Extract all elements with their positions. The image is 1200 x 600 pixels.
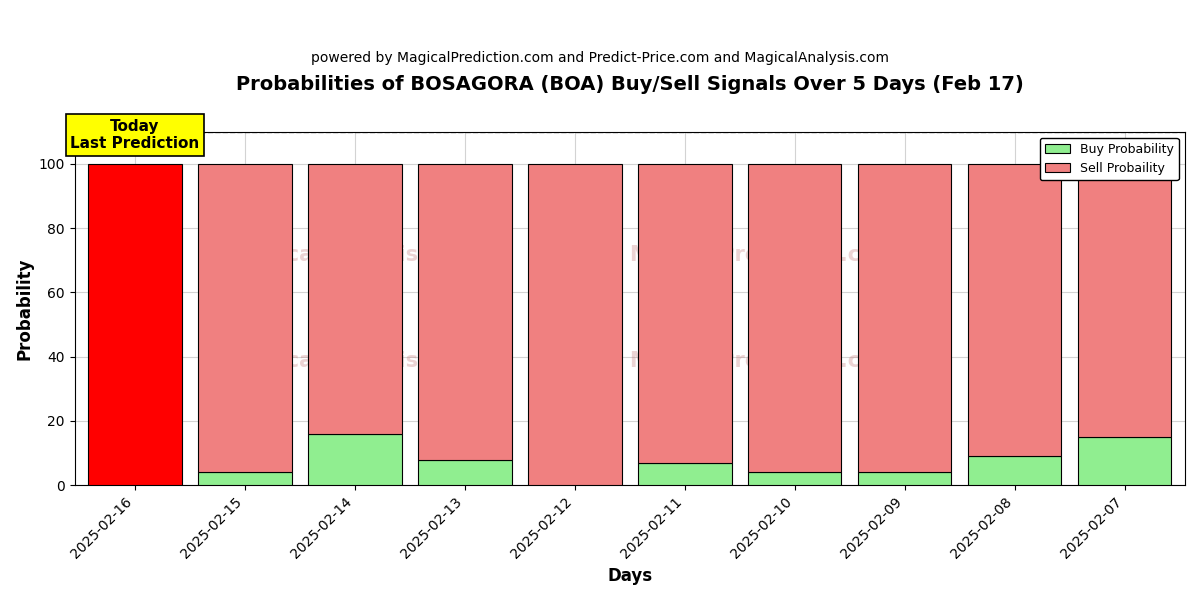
Bar [748,164,841,472]
Text: MagicalAnalysis.com: MagicalAnalysis.com [230,245,474,265]
Title: Probabilities of BOSAGORA (BOA) Buy/Sell Signals Over 5 Days (Feb 17): Probabilities of BOSAGORA (BOA) Buy/Sell… [236,75,1024,94]
Text: MagicalPrediction.com: MagicalPrediction.com [630,352,896,371]
Bar [638,164,732,463]
Bar [638,463,732,485]
Text: MagicalPrediction.com: MagicalPrediction.com [630,245,896,265]
Bar [308,164,402,434]
Bar [968,164,1061,457]
Bar [89,164,182,485]
Bar [528,164,622,485]
Y-axis label: Probability: Probability [16,257,34,360]
Bar [419,460,511,485]
Text: MagicalAnalysis.com: MagicalAnalysis.com [230,352,474,371]
Bar [198,164,292,472]
Bar [748,472,841,485]
Bar [858,164,952,472]
Bar [968,457,1061,485]
Bar [1078,164,1171,437]
Text: powered by MagicalPrediction.com and Predict-Price.com and MagicalAnalysis.com: powered by MagicalPrediction.com and Pre… [311,51,889,65]
Bar [308,434,402,485]
X-axis label: Days: Days [607,567,653,585]
Legend: Buy Probability, Sell Probaility: Buy Probability, Sell Probaility [1040,138,1178,180]
Bar [858,472,952,485]
Bar [1078,437,1171,485]
Bar [419,164,511,460]
Text: Today
Last Prediction: Today Last Prediction [71,119,199,151]
Bar [198,472,292,485]
